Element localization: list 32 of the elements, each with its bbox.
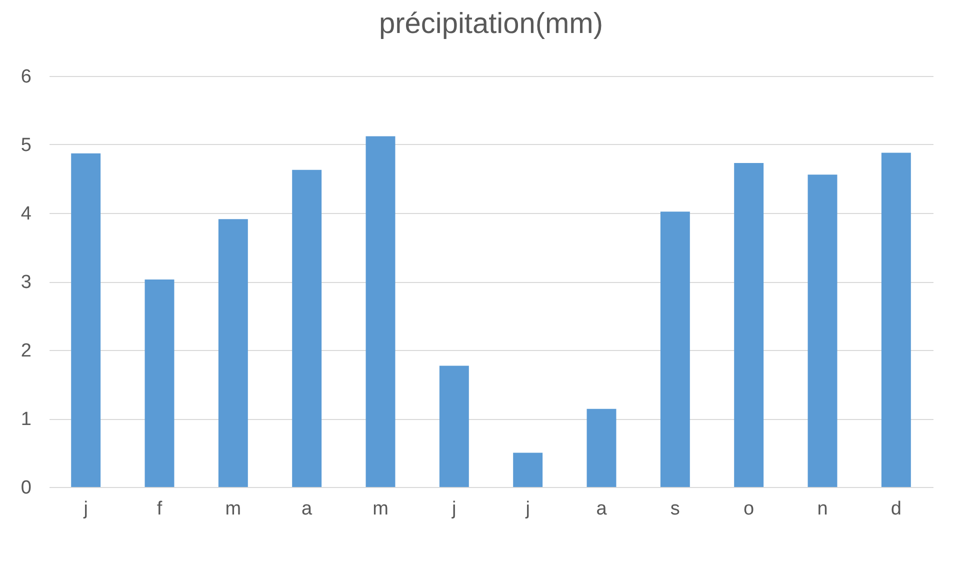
x-tick-label: j <box>451 498 456 520</box>
bar <box>881 152 911 487</box>
x-tick-label: f <box>156 498 163 520</box>
x-tick-label: a <box>302 498 313 520</box>
bar <box>660 212 690 487</box>
bar <box>808 174 838 487</box>
x-tick-label: s <box>670 498 680 520</box>
x-tick-label: j <box>524 498 530 520</box>
y-tick-label: 6 <box>20 66 32 88</box>
bar <box>71 153 101 487</box>
bar <box>218 219 248 487</box>
bar <box>586 408 616 487</box>
x-tick-label: o <box>744 498 754 520</box>
y-tick-label: 4 <box>20 204 32 224</box>
y-tick-label: 1 <box>20 409 32 430</box>
chart-title: précipitation(mm) <box>379 8 603 40</box>
x-tick-label: d <box>890 498 902 520</box>
bar <box>734 162 764 487</box>
x-tick-label: m <box>225 498 242 520</box>
bar <box>144 279 174 487</box>
bar <box>513 452 543 487</box>
y-tick-label: 2 <box>20 340 32 362</box>
y-tick-label: 5 <box>20 135 32 156</box>
x-tick-label: j <box>82 498 88 520</box>
x-tick-label: m <box>372 498 388 520</box>
bar <box>366 136 396 487</box>
x-tick-label: a <box>596 498 608 520</box>
y-tick-label: 0 <box>20 478 32 498</box>
bar <box>292 170 322 487</box>
x-tick-label: n <box>817 498 828 520</box>
bar <box>439 366 469 487</box>
y-tick-label: 3 <box>20 272 32 293</box>
